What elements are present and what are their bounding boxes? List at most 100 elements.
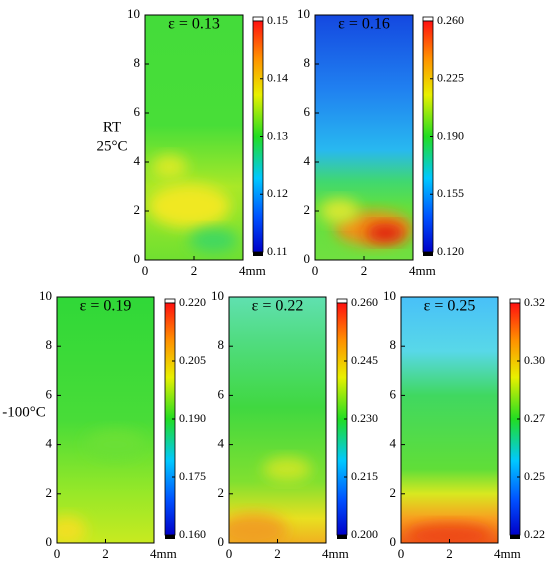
y-tick-label: 8 [304,55,311,70]
colorbar-tick-label: 0.30 [524,353,545,367]
colorbar-tick-label: 0.200 [351,527,378,541]
field [229,297,326,543]
field-bg [401,297,498,543]
colorbar-tick-label: 0.32 [524,295,545,309]
x-tick-label: 4mm [409,263,436,278]
y-tick-label: 8 [46,337,53,352]
field-blob [147,184,231,229]
x-tick-label: 2 [102,546,109,561]
y-tick-label: 6 [218,386,225,401]
colorbar-tick-label: 0.215 [351,469,378,483]
colorbar-tick-label: 0.190 [179,411,206,425]
row-label: RT [103,119,121,135]
colorbar-tick-label: 0.15 [267,13,288,27]
colorbar-tick-label: 0.155 [437,186,464,200]
y-tick-label: 2 [304,202,311,217]
panel-title: ε = 0.16 [338,16,390,33]
y-tick-label: 0 [390,534,397,549]
colorbar-tick-label: 0.22 [524,527,545,541]
colorbar-tick-label: 0.245 [351,353,378,367]
colorbar-tick-label: 0.230 [351,411,378,425]
y-tick-label: 8 [390,337,397,352]
colorbar-tick-label: 0.260 [437,13,464,27]
y-tick-label: 4 [134,153,141,168]
colorbar-under [253,252,263,256]
colorbar-under [337,535,347,539]
y-tick-label: 10 [39,288,52,303]
colorbar-under [165,535,175,539]
row-label: -100°C [2,404,46,420]
y-tick-label: 6 [134,104,141,119]
colorbar-over [509,298,521,304]
field-bg [229,297,326,543]
field [401,297,498,543]
y-tick-label: 4 [304,153,311,168]
field-blob [189,228,239,253]
colorbar-tick-label: 0.12 [267,186,288,200]
field-blob [262,456,312,482]
x-tick-label: 4mm [239,263,266,278]
x-tick-label: 0 [312,263,319,278]
x-tick-label: 0 [54,546,61,561]
colorbar-tick-label: 0.27 [524,411,545,425]
colorbar-over [422,16,434,22]
y-tick-label: 2 [46,485,53,500]
field-blob [57,515,87,543]
x-tick-label: 2 [274,546,281,561]
field-blob [151,154,188,180]
y-tick-label: 2 [218,485,225,500]
y-tick-label: 4 [390,436,397,451]
y-tick-label: 4 [46,436,53,451]
colorbar-over [336,298,348,304]
field [57,297,154,543]
y-tick-label: 0 [304,251,311,266]
colorbar-tick-label: 0.120 [437,244,464,258]
colorbar-tick-label: 0.175 [179,469,206,483]
y-tick-label: 8 [134,55,141,70]
colorbar-tick-label: 0.225 [437,71,464,85]
colorbar-tick-label: 0.14 [267,71,288,85]
colorbar-under [423,252,433,256]
y-tick-label: 10 [297,6,310,21]
y-tick-label: 2 [134,202,141,217]
colorbar-tick-label: 0.190 [437,128,464,142]
field-bg [57,297,154,543]
x-tick-label: 0 [142,263,149,278]
row-label: 25°C [96,138,127,154]
y-tick-label: 10 [383,288,396,303]
y-tick-label: 8 [218,337,225,352]
x-tick-label: 0 [398,546,405,561]
field-blob [365,223,406,243]
y-tick-label: 6 [390,386,397,401]
colorbar-tick-label: 0.25 [524,469,545,483]
panel-title: ε = 0.13 [168,16,220,33]
panel-title: ε = 0.25 [424,298,476,315]
panel-title: ε = 0.22 [252,298,304,315]
y-tick-label: 6 [304,104,311,119]
colorbar-over [164,298,176,304]
y-tick-label: 0 [134,251,141,266]
field-blob [319,198,360,224]
x-tick-label: 4mm [150,546,177,561]
y-tick-label: 0 [218,534,225,549]
field [315,15,413,260]
field-blob [86,429,145,460]
x-tick-label: 4mm [322,546,349,561]
colorbar-tick-label: 0.205 [179,353,206,367]
field [145,15,243,260]
field-blob [229,513,288,543]
panel-title: ε = 0.19 [80,298,132,315]
y-tick-label: 6 [46,386,53,401]
x-tick-label: 4mm [494,546,521,561]
colorbar-tick-label: 0.11 [267,244,288,258]
colorbar-over [252,16,264,22]
colorbar-tick-label: 0.13 [267,128,288,142]
field-blob [405,523,494,543]
y-tick-label: 4 [218,436,225,451]
colorbar-tick-label: 0.160 [179,527,206,541]
y-tick-label: 0 [46,534,53,549]
x-tick-label: 2 [191,263,198,278]
x-tick-label: 0 [226,546,233,561]
colorbar-tick-label: 0.220 [179,295,206,309]
